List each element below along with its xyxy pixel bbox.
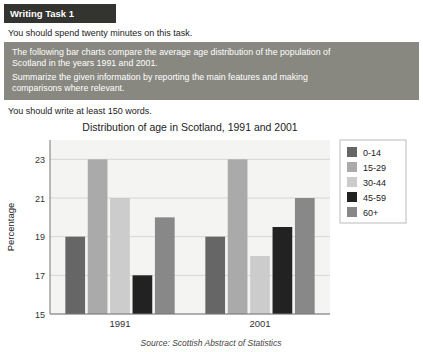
bar — [155, 217, 175, 314]
source: Source: Scottish Abstract of Statistics — [141, 338, 283, 348]
bar — [228, 159, 248, 314]
y-tick-label: 19 — [35, 232, 45, 242]
bar — [110, 198, 130, 314]
task-description-box — [4, 42, 419, 100]
legend-swatch — [347, 162, 357, 172]
bar — [133, 275, 153, 314]
y-axis-label: Percentage — [5, 203, 16, 252]
chart: Writing Task 1 You should spend twenty mi… — [0, 0, 423, 352]
legend-box — [340, 140, 406, 223]
x-tick-label: 1991 — [109, 318, 130, 329]
bar — [273, 227, 293, 314]
bar — [88, 159, 108, 314]
legend-label: 0-14 — [363, 148, 381, 158]
bar — [295, 198, 315, 314]
task-label: Writing Task 1 — [10, 8, 75, 19]
bars — [65, 159, 314, 314]
legend-label: 15-29 — [363, 163, 386, 173]
legend-swatch — [347, 147, 357, 157]
bar — [205, 237, 225, 314]
task-instruction: Summarize the given information by repor… — [12, 72, 308, 93]
grid-line — [50, 314, 330, 315]
bar — [250, 256, 270, 314]
legend-label: 60+ — [363, 208, 378, 218]
y-tick-label: 23 — [35, 155, 45, 165]
instruction: You should spend twenty minutes on this … — [8, 28, 192, 38]
legend: 0-14 15-29 30-44 45-59 60+ — [340, 140, 406, 223]
x-tick-label: 2001 — [249, 318, 270, 329]
plot-background — [50, 140, 330, 314]
legend-label: 30-44 — [363, 178, 386, 188]
y-tick-label: 21 — [35, 194, 45, 204]
bar — [65, 237, 85, 314]
legend-swatch — [347, 207, 357, 217]
title: Distribution of age in Scotland, 1991 an… — [82, 121, 298, 133]
word-count: You should write at least 150 words. — [8, 106, 152, 116]
legend-swatch — [347, 192, 357, 202]
legend-swatch — [347, 177, 357, 187]
task-description: The following bar charts compare the ave… — [12, 47, 331, 68]
y-tick-label: 17 — [35, 271, 45, 281]
y-tick-label: 15 — [35, 310, 45, 320]
task-label-box — [4, 4, 116, 23]
legend-label: 45-59 — [363, 193, 386, 203]
x-axis-line — [50, 314, 330, 315]
y-axis-line — [50, 140, 51, 314]
